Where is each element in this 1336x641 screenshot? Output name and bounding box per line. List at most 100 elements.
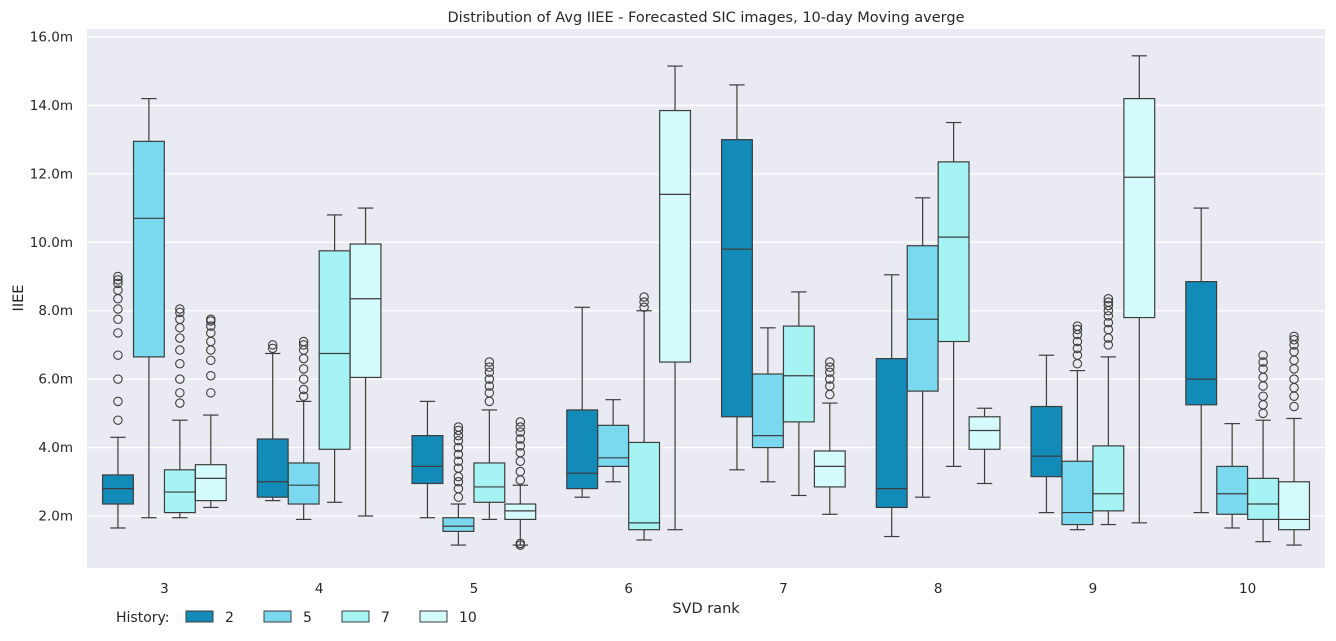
outlier-point (515, 417, 526, 427)
outlier-point (825, 374, 835, 384)
box-series-2-rank-3 (101, 271, 134, 529)
box-iqr (597, 424, 630, 467)
outlier-point (515, 422, 526, 432)
x-tick-label: 3 (160, 581, 169, 597)
gridlines (87, 36, 1325, 517)
outlier-point (515, 427, 526, 437)
box-series-2-rank-4 (256, 340, 289, 502)
legend-swatch (263, 610, 292, 623)
box-iqr (1123, 97, 1156, 319)
box-series-5-rank-7 (751, 327, 784, 483)
box-series-10-rank-4 (349, 207, 382, 517)
y-tick-label: 10.0m (30, 235, 73, 251)
outlier-point (1103, 300, 1114, 311)
box-iqr (1185, 281, 1218, 406)
box-iqr (1061, 460, 1094, 526)
outlier-point (825, 367, 835, 378)
outlier-point (1103, 293, 1114, 304)
x-tick-label: 9 (1089, 581, 1098, 597)
outlier-point (175, 358, 185, 369)
outlier-point (1072, 350, 1083, 360)
outlier-point (298, 374, 309, 384)
outlier-point (1289, 374, 1299, 384)
outlier-point (515, 538, 526, 549)
box-series-2-rank-6 (566, 306, 599, 498)
box-series-5-rank-10 (1216, 423, 1249, 529)
box-series-10-rank-8 (968, 407, 1001, 485)
box-iqr (1247, 477, 1280, 521)
outlier-point (1103, 324, 1114, 335)
outlier-point (206, 370, 216, 381)
outlier-point (1289, 331, 1299, 342)
box-iqr (101, 474, 134, 505)
box-iqr (720, 139, 753, 418)
outlier-point (1072, 324, 1083, 335)
outlier-point (1103, 311, 1114, 321)
y-tick-label: 2.0m (38, 509, 73, 525)
outlier-point (453, 456, 464, 467)
x-tick-label: 7 (779, 581, 788, 597)
y-tick-label: 6.0m (38, 372, 73, 388)
outlier-point (113, 328, 123, 338)
y-axis-ticks: 2.0m 4.0m 6.0m 8.0m 10.0m 12.0m 14.0m 16.0m (30, 30, 73, 525)
y-axis-label: IIEE (11, 285, 27, 312)
box-iqr (504, 503, 537, 521)
outlier-point (453, 435, 464, 446)
outlier-point (825, 357, 835, 367)
outlier-point (1289, 335, 1299, 345)
x-tick-label: 4 (315, 581, 324, 597)
outlier-point (453, 425, 464, 436)
box-series-7-rank-9 (1092, 293, 1125, 526)
outlier-point (484, 374, 495, 384)
outlier-point (1289, 401, 1299, 412)
box-groups (101, 55, 1311, 550)
legend-label: 7 (381, 610, 390, 626)
box-series-5-rank-9 (1061, 321, 1094, 531)
outlier-point (206, 355, 216, 366)
box-series-2-rank-8 (875, 274, 908, 538)
outlier-point (175, 333, 185, 343)
outlier-point (453, 449, 464, 460)
box-series-7-rank-4 (318, 214, 351, 503)
outlier-point (113, 275, 123, 285)
box-iqr (287, 462, 320, 505)
outlier-point (206, 321, 216, 331)
x-tick-label: 6 (624, 581, 633, 597)
outlier-point (453, 483, 464, 494)
legend-label: 10 (459, 610, 477, 626)
legend: History: 2 5 7 10 (116, 610, 477, 626)
outlier-point (206, 328, 216, 338)
box-series-5-rank-8 (906, 197, 939, 498)
outlier-point (453, 442, 464, 453)
box-iqr (875, 358, 908, 509)
box-iqr (349, 243, 382, 379)
y-tick-label: 8.0m (38, 303, 73, 319)
box-series-2-rank-7 (720, 84, 753, 471)
outlier-point (298, 364, 309, 374)
box-series-10-rank-7 (813, 357, 846, 515)
outlier-point (267, 343, 278, 354)
outlier-point (175, 388, 185, 398)
outlier-point (298, 391, 309, 401)
box-iqr (1092, 445, 1125, 512)
chart-title: Distribution of Avg IIEE - Forecasted SI… (448, 10, 965, 26)
outlier-point (113, 278, 123, 289)
outlier-point (175, 345, 185, 355)
legend-label: 5 (303, 610, 312, 626)
legend-title: History: (116, 610, 170, 626)
box-iqr (968, 416, 1001, 450)
outlier-point (175, 304, 185, 314)
box-series-10-rank-10 (1278, 331, 1311, 546)
legend-swatch (341, 610, 370, 623)
outlier-point (484, 357, 495, 367)
outlier-point (1103, 297, 1114, 307)
box-iqr (318, 250, 351, 450)
outlier-point (453, 477, 464, 487)
outlier-point (515, 441, 526, 451)
x-tick-label: 5 (470, 581, 479, 597)
outlier-point (1103, 317, 1114, 328)
box-series-10-rank-5 (504, 417, 537, 550)
outlier-point (484, 362, 495, 372)
box-iqr (566, 409, 599, 490)
y-tick-label: 14.0m (30, 98, 73, 114)
